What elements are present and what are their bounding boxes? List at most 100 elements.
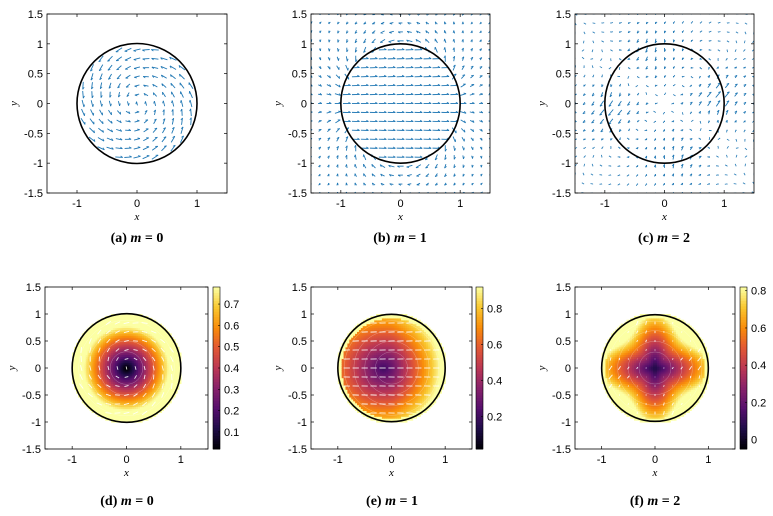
vector-arrowhead xyxy=(410,128,414,131)
heatmap-cell xyxy=(175,352,178,356)
heatmap-cell xyxy=(159,391,163,394)
vector-arrow xyxy=(434,154,438,161)
vector-arrow xyxy=(124,156,132,158)
vector-arrowhead xyxy=(171,109,174,112)
vector-arrowhead xyxy=(464,120,466,124)
vector-arrowhead xyxy=(354,31,358,34)
vector-arrowhead xyxy=(707,183,710,186)
heatmap-cell xyxy=(99,323,102,327)
vector-arrow xyxy=(152,83,158,88)
vector-arrowhead xyxy=(734,129,737,133)
heatmap-cell xyxy=(116,389,120,392)
vector-arrowhead xyxy=(591,94,595,97)
heatmap-cell xyxy=(136,341,139,344)
heatmap-cell xyxy=(130,414,133,417)
heatmap-cell xyxy=(77,385,81,388)
heatmap-cell xyxy=(161,396,164,400)
heatmap-cell xyxy=(120,368,124,371)
heatmap-cell xyxy=(112,352,116,356)
heatmap-cell xyxy=(91,410,95,413)
heatmap-cell xyxy=(109,416,112,419)
heatmap-cell xyxy=(130,356,133,359)
heatmap-cell xyxy=(163,395,166,398)
heatmap-cell xyxy=(99,344,102,348)
heatmap-cell xyxy=(124,317,128,321)
heatmap-cell xyxy=(109,317,112,321)
vector-arrowhead xyxy=(375,83,378,86)
vector-arrow xyxy=(99,82,103,89)
heatmap-cell xyxy=(142,379,145,383)
heatmap-cell xyxy=(93,368,97,371)
vector-arrowhead xyxy=(645,50,648,53)
colorbar-segment xyxy=(213,430,220,434)
heatmap-cell xyxy=(157,398,161,402)
vector-arrowhead xyxy=(682,39,685,43)
heatmap-cell xyxy=(163,393,166,396)
vector-arrow xyxy=(162,127,166,134)
heatmap-cell xyxy=(97,377,100,381)
vector-arrowhead xyxy=(725,66,728,69)
heatmap-cell xyxy=(110,416,114,419)
vector-arrowhead xyxy=(744,22,748,25)
heatmap-cell xyxy=(114,406,118,410)
heatmap-cell xyxy=(167,354,170,358)
heatmap-cell xyxy=(95,375,98,379)
heatmap-cell xyxy=(153,377,157,381)
heatmap-cell xyxy=(110,315,114,319)
overlay-arrow xyxy=(114,330,121,334)
heatmap-cell xyxy=(109,389,112,392)
vector-arrowhead xyxy=(744,31,747,35)
vector-arrow xyxy=(435,14,438,16)
heatmap-cell xyxy=(173,375,176,379)
heatmap-cell xyxy=(124,360,128,363)
x-tick-label: 0 xyxy=(134,198,140,210)
heatmap-cell xyxy=(110,352,114,356)
heatmap-cell xyxy=(112,331,116,334)
heatmap-cell xyxy=(95,408,98,412)
heatmap-cell xyxy=(116,341,120,344)
vector-arrowhead xyxy=(671,137,675,140)
vector-arrowhead xyxy=(437,192,438,193)
heatmap-cell xyxy=(99,325,102,329)
vector-arrowhead xyxy=(455,110,459,113)
heatmap-cell xyxy=(112,398,116,402)
heatmap-cell xyxy=(118,391,122,394)
heatmap-cell xyxy=(155,337,159,340)
y-tick-label: 1 xyxy=(37,39,43,51)
heatmap-cell xyxy=(126,418,130,421)
vector-arrowhead xyxy=(707,174,710,176)
heatmap-cell xyxy=(142,348,145,352)
vector-arrowhead xyxy=(371,41,375,44)
overlay-arrow xyxy=(97,329,102,335)
colorbar-segment xyxy=(213,305,220,310)
y-tick-label: -0.5 xyxy=(22,390,41,402)
heatmap-cell xyxy=(142,341,145,344)
heatmap-cell xyxy=(85,395,89,398)
vector-arrowhead xyxy=(410,83,414,86)
vector-arrow xyxy=(415,38,422,43)
heatmap-cell xyxy=(153,385,157,388)
overlay-arrow xyxy=(80,365,83,371)
vector-arrowhead xyxy=(410,155,414,158)
vector-arrowhead xyxy=(653,155,656,159)
vector-arrowhead xyxy=(644,129,648,132)
heatmap-cell xyxy=(114,377,118,381)
vector-arrowhead xyxy=(637,92,640,96)
heatmap-cell xyxy=(142,333,145,336)
overlay-arrow xyxy=(97,338,102,344)
vector-arrowhead xyxy=(717,137,721,140)
vector-arrowhead xyxy=(583,130,586,132)
heatmap-cell xyxy=(169,387,172,390)
vector-arrow xyxy=(98,127,104,133)
vector-arrowhead xyxy=(591,121,595,124)
heatmap-cell xyxy=(176,358,180,361)
vector-arrowhead xyxy=(383,74,387,77)
heatmap-cell xyxy=(153,391,157,394)
heatmap-cell xyxy=(337,373,341,377)
vector-arrowhead xyxy=(600,58,603,61)
heatmap-cell xyxy=(83,368,87,371)
heatmap-cell xyxy=(142,408,145,412)
heatmap-cell xyxy=(151,398,155,402)
heatmap-cell xyxy=(163,344,166,348)
heatmap-cell xyxy=(120,362,124,365)
